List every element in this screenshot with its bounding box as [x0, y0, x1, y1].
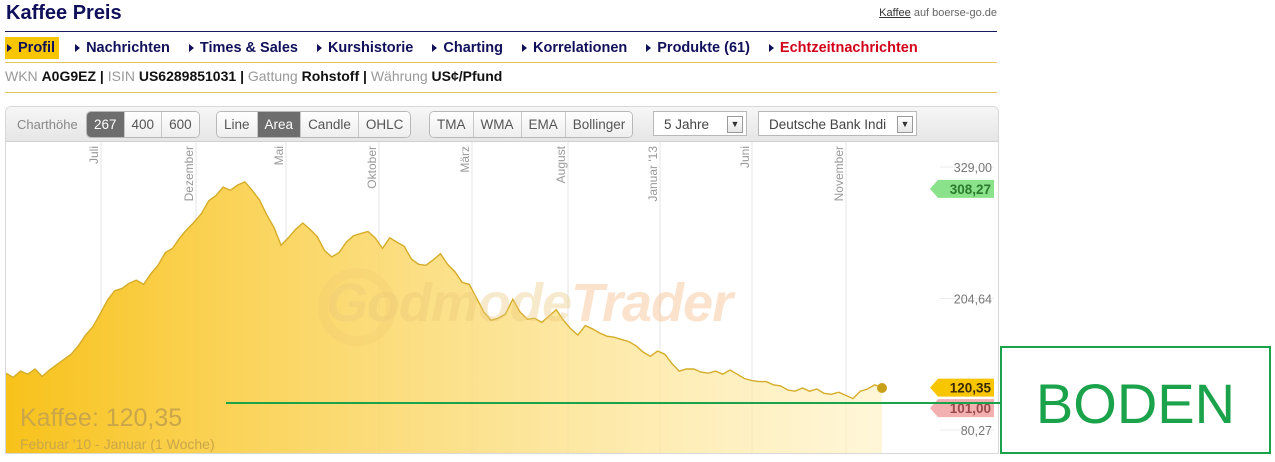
separator: | [240, 68, 244, 84]
waehrung-label: Währung [371, 68, 428, 84]
watermark: GodmodeTrader [326, 272, 732, 334]
caret-right-icon [522, 44, 527, 52]
height-600-button[interactable]: 600 [161, 112, 199, 137]
nav-label: Kurshistorie [328, 40, 413, 56]
indicator-group: TMA WMA EMA Bollinger [429, 111, 633, 138]
chevron-down-icon: ▼ [727, 116, 743, 133]
current-price-marker-label: 120,35 [950, 381, 992, 396]
indicator-ema-button[interactable]: EMA [521, 112, 565, 137]
meta-divider [5, 92, 997, 93]
page-title: Kaffee Preis [6, 2, 122, 25]
caret-right-icon [189, 44, 194, 52]
nav-item-kurshistorie[interactable]: Kurshistorie [315, 37, 417, 59]
caret-right-icon [646, 44, 651, 52]
period-label: Februar '10 - Januar (1 Woche) [20, 436, 215, 452]
benchmark-select[interactable]: Deutsche Bank Indi ▼ [758, 111, 917, 136]
y-tick-label: 329,00 [954, 161, 992, 175]
x-tick-label: Januar '13 [646, 146, 660, 202]
caret-right-icon [769, 44, 774, 52]
high-price-marker-label: 308,27 [950, 182, 991, 197]
nav-item-charting[interactable]: Charting [430, 37, 507, 59]
nav-item-nachrichten[interactable]: Nachrichten [73, 37, 174, 59]
source-link[interactable]: Kaffee [879, 7, 911, 19]
nav-label: Echtzeitnachrichten [780, 40, 918, 56]
chart-height-group: 267 400 600 [86, 111, 200, 138]
main-nav: Profil Nachrichten Times & Sales Kurshis… [5, 36, 935, 60]
nav-label: Profil [18, 40, 55, 56]
type-area-button[interactable]: Area [257, 112, 301, 137]
instrument-price-label: Kaffee: 120,35 [20, 404, 182, 433]
type-ohlc-button[interactable]: OHLC [358, 112, 411, 137]
nav-item-times-sales[interactable]: Times & Sales [187, 37, 302, 59]
nav-item-echtzeitnachrichten[interactable]: Echtzeitnachrichten [767, 37, 922, 59]
instrument-meta: WKN A0G9EZ | ISIN US6289851031 | Gattung… [5, 68, 502, 84]
nav-label: Korrelationen [533, 40, 627, 56]
source-suffix: auf boerse-go.de [911, 7, 997, 19]
chart-plot-area[interactable]: Juli Dezember Mai Oktober März August Januar '… [6, 142, 998, 453]
nav-item-produkte[interactable]: Produkte (61) [644, 37, 754, 59]
separator: | [363, 68, 367, 84]
gattung-value: Rohstoff [302, 68, 360, 84]
last-price-dot [877, 383, 887, 393]
indicator-tma-button[interactable]: TMA [430, 112, 473, 137]
x-tick-label: Juni [738, 146, 752, 168]
source-credit: Kaffee auf boerse-go.de [879, 7, 997, 19]
x-tick-label: Dezember [182, 146, 196, 201]
title-divider [5, 31, 997, 32]
x-tick-label: August [554, 145, 568, 183]
nav-label: Charting [443, 40, 503, 56]
chevron-down-icon: ▼ [897, 116, 913, 133]
y-tick-label: 204,64 [954, 292, 992, 306]
x-tick-label: März [458, 146, 472, 173]
caret-right-icon [75, 44, 80, 52]
caret-right-icon [432, 44, 437, 52]
nav-divider [5, 62, 997, 63]
annotation-label: BODEN [1000, 346, 1271, 454]
nav-item-profil[interactable]: Profil [5, 37, 59, 59]
chart-type-group: Line Area Candle OHLC [216, 111, 411, 138]
height-267-button[interactable]: 267 [87, 112, 124, 137]
nav-label: Times & Sales [200, 40, 298, 56]
gattung-label: Gattung [248, 68, 298, 84]
nav-item-korrelationen[interactable]: Korrelationen [520, 37, 631, 59]
caret-right-icon [317, 44, 322, 52]
x-tick-label: Oktober [365, 146, 379, 189]
type-candle-button[interactable]: Candle [300, 112, 358, 137]
annotation-pointer-line [226, 402, 1001, 404]
x-tick-label: November [832, 146, 846, 201]
y-tick-label: 80,27 [961, 424, 992, 438]
isin-label: ISIN [108, 68, 135, 84]
waehrung-value: US¢/Pfund [432, 68, 503, 84]
x-tick-label: Juli [87, 146, 101, 164]
chart-toolbar: Charthöhe 267 400 600 Line Area Candle O… [6, 107, 998, 142]
range-select[interactable]: 5 Jahre ▼ [653, 111, 747, 136]
wkn-label: WKN [5, 68, 38, 84]
nav-label: Nachrichten [86, 40, 170, 56]
caret-right-icon [7, 44, 12, 52]
isin-value: US6289851031 [139, 68, 236, 84]
separator: | [100, 68, 104, 84]
type-line-button[interactable]: Line [217, 112, 257, 137]
nav-label: Produkte (61) [657, 40, 750, 56]
range-select-value: 5 Jahre [664, 117, 709, 132]
wkn-value: A0G9EZ [42, 68, 96, 84]
indicator-bollinger-button[interactable]: Bollinger [565, 112, 633, 137]
indicator-wma-button[interactable]: WMA [473, 112, 521, 137]
height-400-button[interactable]: 400 [124, 112, 162, 137]
x-tick-label: Mai [272, 146, 286, 165]
benchmark-select-value: Deutsche Bank Indi [769, 117, 886, 132]
chart-height-label: Charthöhe [17, 117, 78, 132]
